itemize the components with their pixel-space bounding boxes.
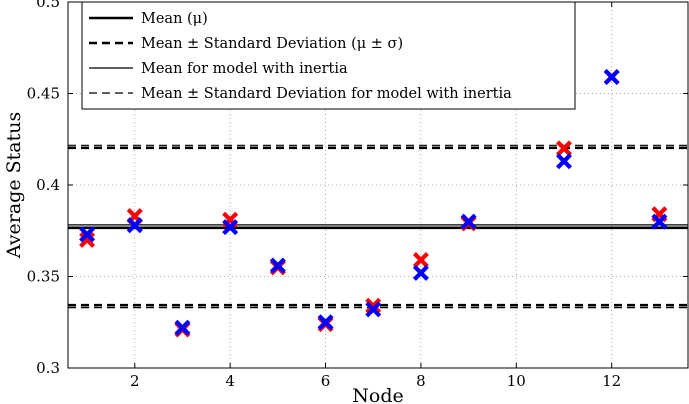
data-point-series-1 [412, 252, 429, 269]
data-point-series-2 [317, 314, 334, 331]
legend-label-1: Mean (μ) [141, 11, 208, 27]
y-tick-label: 0.35 [27, 268, 60, 286]
y-tick-label: 0.3 [36, 359, 60, 377]
x-tick-label: 10 [507, 372, 526, 390]
data-point-series-1 [365, 297, 382, 314]
legend-label-4: Mean ± Standard Deviation for model with… [141, 86, 512, 102]
data-markers [79, 69, 668, 338]
y-tick-label: 0.4 [36, 176, 60, 194]
x-tick-label: 2 [130, 372, 140, 390]
data-point-series-2 [222, 219, 239, 236]
axis-ticks: 2 4 6 8 10 12 0.3 0.35 0.4 0.45 0.5 [27, 0, 688, 390]
reference-lines [68, 144, 688, 309]
data-point-series-2 [126, 217, 143, 234]
y-tick-label: 0.5 [36, 0, 60, 11]
data-point-series-2 [269, 257, 286, 274]
x-axis-label: Node [352, 385, 403, 404]
legend-label-2: Mean ± Standard Deviation (μ ± σ) [141, 36, 403, 52]
data-point-series-1 [79, 231, 96, 248]
y-axis-label: Average Status [3, 112, 25, 259]
data-point-series-2 [603, 69, 620, 86]
y-tick-label: 0.45 [27, 85, 60, 103]
data-point-series-2 [460, 213, 477, 230]
legend-box [81, 1, 576, 110]
x-tick-label: 4 [225, 372, 235, 390]
legend-label-3: Mean for model with inertia [141, 61, 348, 77]
data-point-series-1 [556, 140, 572, 157]
data-point-series-2 [556, 153, 572, 170]
data-point-series-2 [174, 319, 191, 336]
data-point-series-2 [365, 301, 382, 318]
data-point-series-2 [79, 226, 96, 243]
legend: Mean (μ) Mean ± Standard Deviation (μ ± σ… [81, 1, 576, 110]
x-tick-label: 6 [321, 372, 331, 390]
data-point-series-2 [412, 264, 429, 281]
x-tick-label: 8 [416, 372, 426, 390]
x-tick-label: 12 [602, 372, 621, 390]
data-point-series-2 [651, 213, 668, 230]
